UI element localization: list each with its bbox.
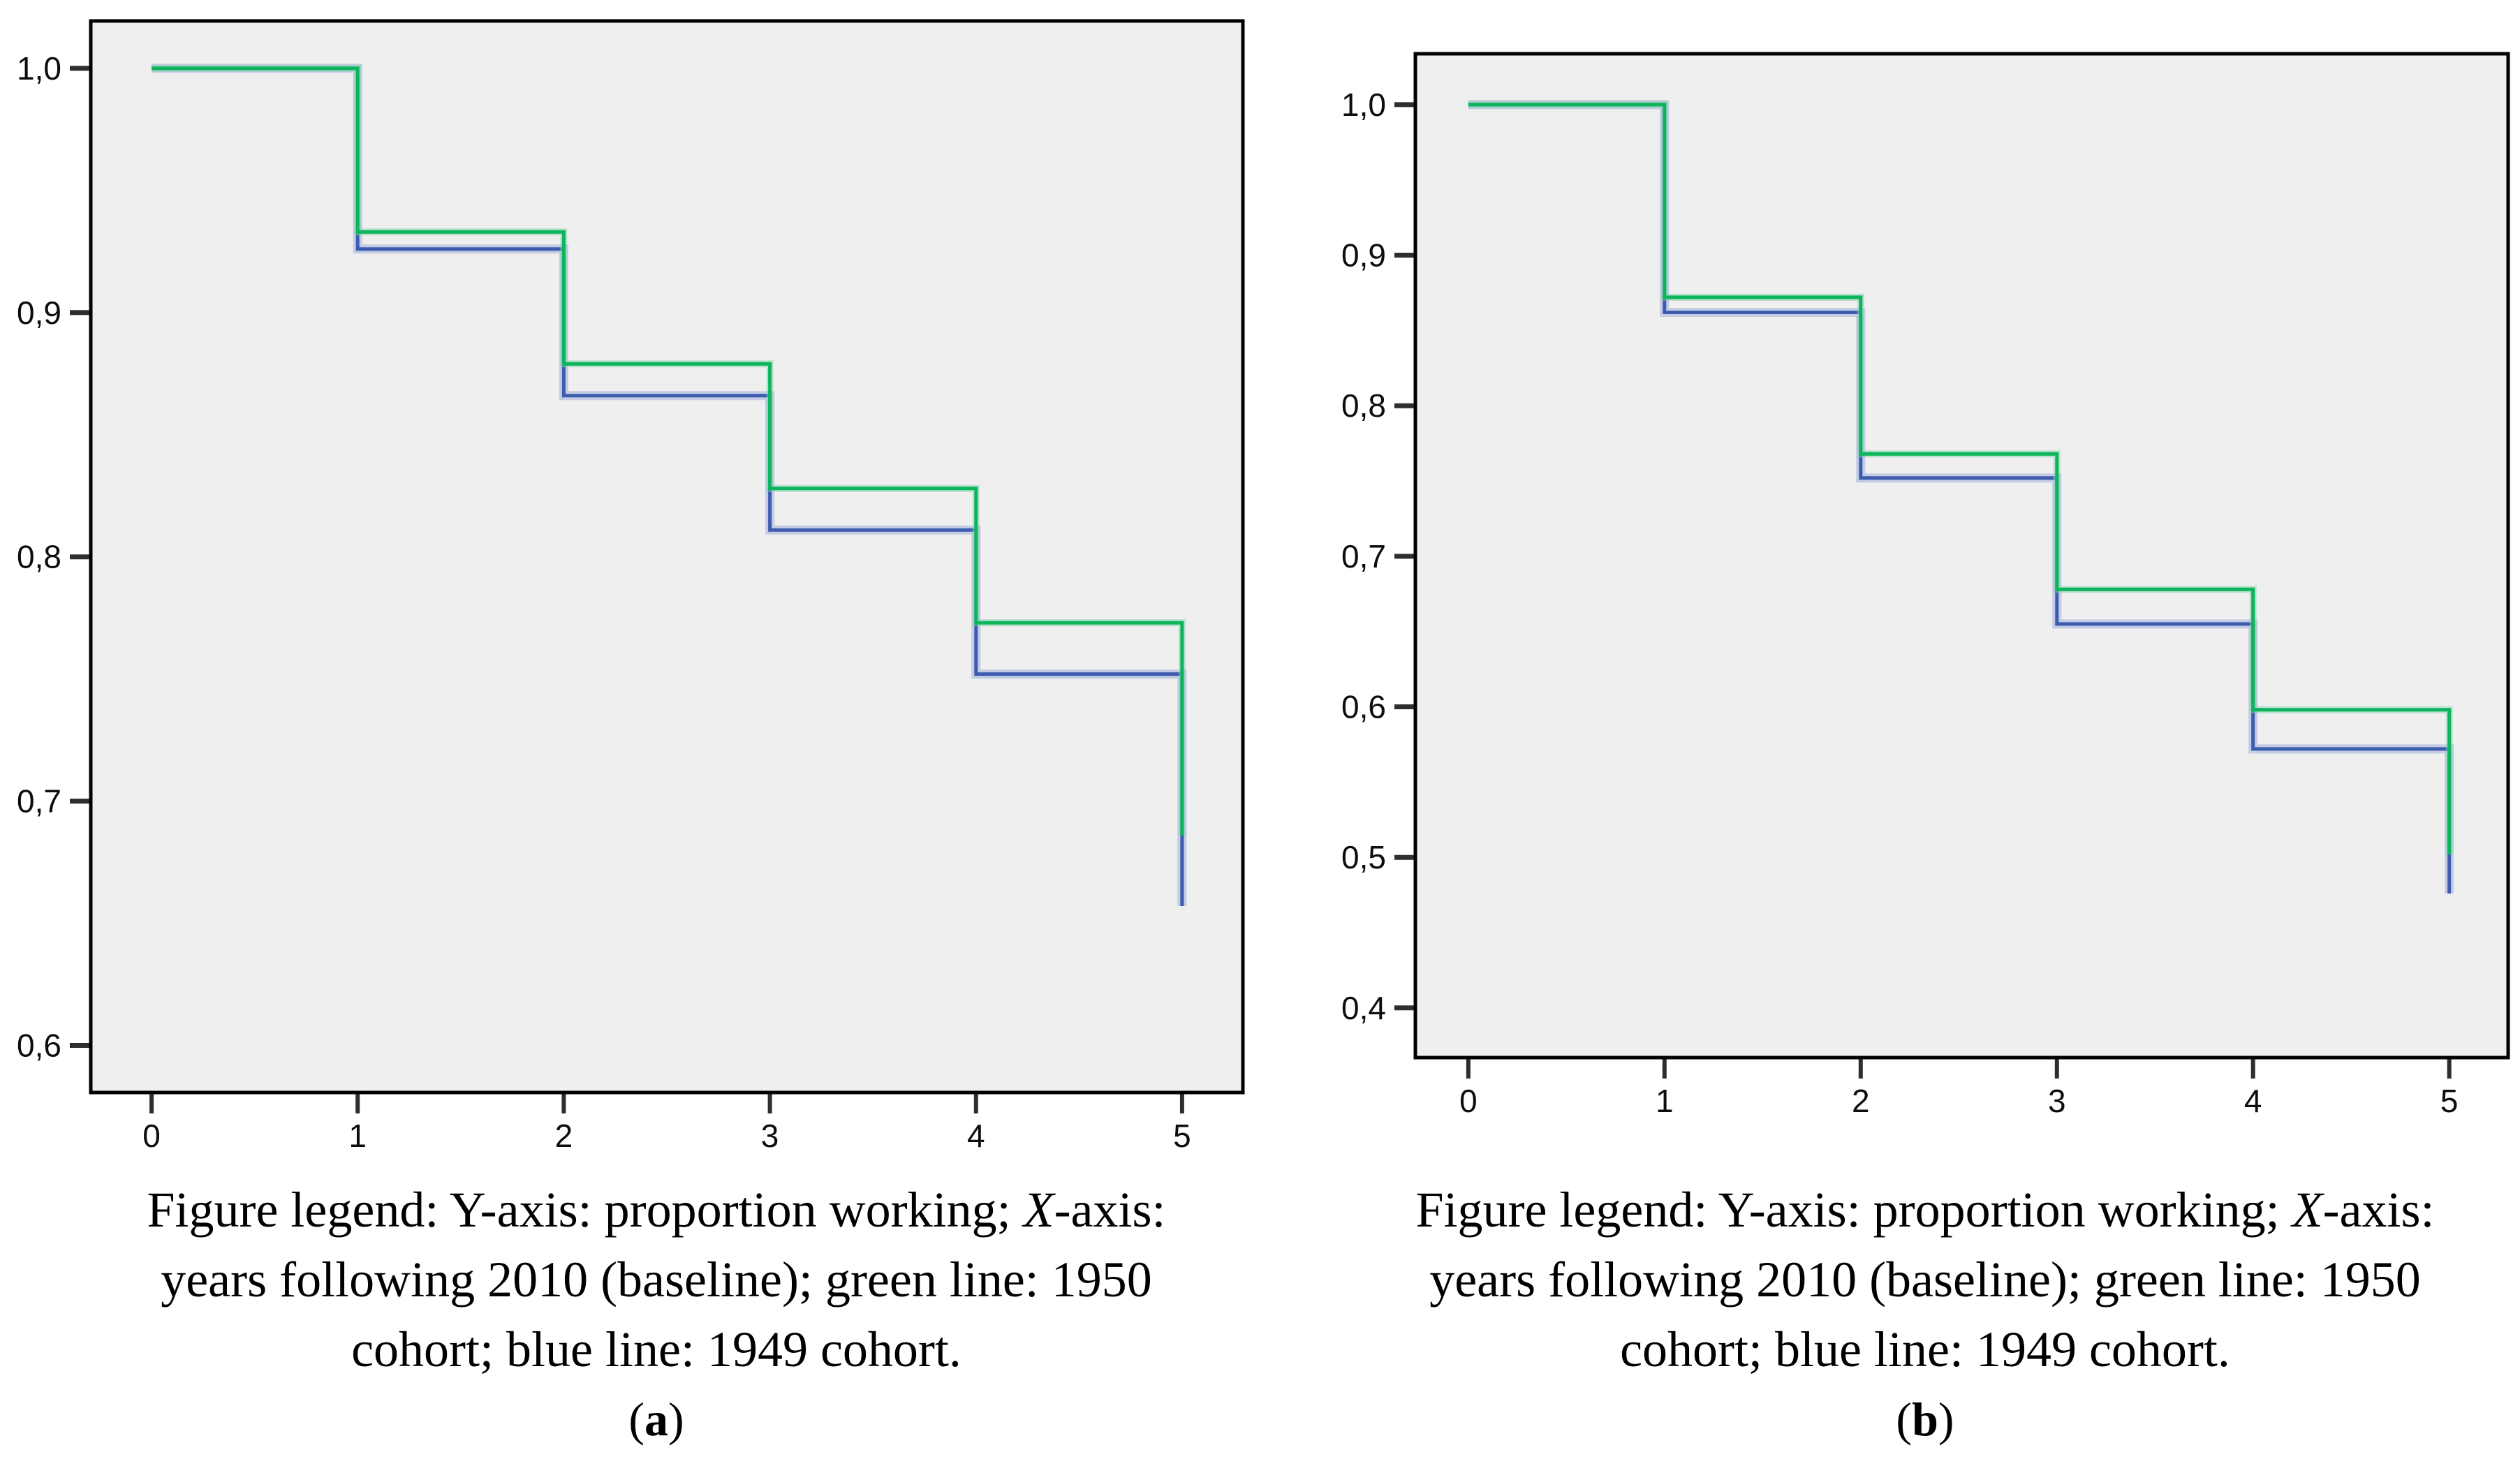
x-tick-label-a-3: 3 — [761, 1118, 779, 1154]
x-tick-label-a-0: 0 — [142, 1118, 161, 1154]
panel-label-a: (a) — [28, 1384, 1285, 1454]
plot-area-b — [1415, 54, 2508, 1058]
y-tick-label-a-2: 0,8 — [17, 539, 61, 575]
caption-b-line1: Figure legend: Y-axis: proportion workin… — [1330, 1175, 2520, 1245]
y-tick-label-a-3: 0,7 — [17, 783, 61, 820]
plot-border-a — [89, 19, 1245, 1095]
x-tick-label-b-1: 1 — [1656, 1083, 1674, 1119]
panel-label-b: (b) — [1330, 1384, 2520, 1454]
y-tick-label-b-1: 0,9 — [1341, 237, 1386, 274]
caption-a-line1-post: -axis: — [1054, 1182, 1166, 1238]
caption-b-line1-post: -axis: — [2322, 1182, 2435, 1238]
caption-b: Figure legend: Y-axis: proportion workin… — [1330, 1175, 2520, 1454]
line-1950-cohort-b — [1468, 103, 2452, 854]
y-tick-label-a-1: 0,9 — [17, 295, 61, 331]
x-tick-label-b-0: 0 — [1459, 1083, 1478, 1119]
caption-b-line2: years following 2010 (baseline); green l… — [1429, 1252, 2421, 1308]
y-tick-label-b-2: 0,8 — [1341, 387, 1386, 424]
panel-label-b-open-paren: ( — [1896, 1393, 1913, 1446]
y-tick-label-b-6: 0,4 — [1341, 990, 1386, 1026]
line-1950-cohort-a — [152, 66, 1184, 836]
caption-a-line3: cohort; blue line: 1949 cohort. — [351, 1321, 961, 1377]
caption-b-line3: cohort; blue line: 1949 cohort. — [1620, 1321, 2230, 1377]
panel-label-a-close-paren: ) — [668, 1393, 684, 1446]
x-tick-label-b-2: 2 — [1852, 1083, 1870, 1119]
caption-a: Figure legend: Y-axis: proportion workin… — [28, 1175, 1285, 1454]
x-tick-label-b-5: 5 — [2440, 1083, 2459, 1119]
x-tick-label-b-3: 3 — [2048, 1083, 2066, 1119]
panel-label-b-close-paren: ) — [1938, 1393, 1954, 1446]
caption-b-line1-italic-x: X — [2292, 1182, 2323, 1238]
x-tick-label-a-5: 5 — [1173, 1118, 1191, 1154]
y-tick-label-a-4: 0,6 — [17, 1028, 61, 1064]
caption-a-line1-pre: Figure legend: Y-axis: proportion workin… — [147, 1182, 1024, 1238]
caption-a-line2: years following 2010 (baseline); green l… — [161, 1252, 1152, 1308]
caption-a-line1-italic-x: X — [1023, 1182, 1054, 1238]
plot-area-a — [91, 21, 1243, 1093]
y-tick-label-b-0: 1,0 — [1341, 87, 1386, 123]
y-tick-label-a-0: 1,0 — [17, 50, 61, 87]
panel-label-a-open-paren: ( — [628, 1393, 644, 1446]
x-tick-label-a-2: 2 — [555, 1118, 573, 1154]
x-tick-label-a-1: 1 — [348, 1118, 367, 1154]
caption-b-line1-pre: Figure legend: Y-axis: proportion workin… — [1415, 1182, 2292, 1238]
panel-label-b-letter: b — [1912, 1393, 1938, 1446]
y-tick-label-b-4: 0,6 — [1341, 689, 1386, 725]
y-tick-label-b-3: 0,7 — [1341, 538, 1386, 575]
y-tick-label-b-5: 0,5 — [1341, 839, 1386, 875]
plot-border-b — [1413, 52, 2510, 1060]
caption-a-line1: Figure legend: Y-axis: proportion workin… — [28, 1175, 1285, 1245]
x-tick-label-a-4: 4 — [967, 1118, 985, 1154]
x-tick-label-b-4: 4 — [2244, 1083, 2262, 1119]
panel-label-a-letter: a — [644, 1393, 668, 1446]
